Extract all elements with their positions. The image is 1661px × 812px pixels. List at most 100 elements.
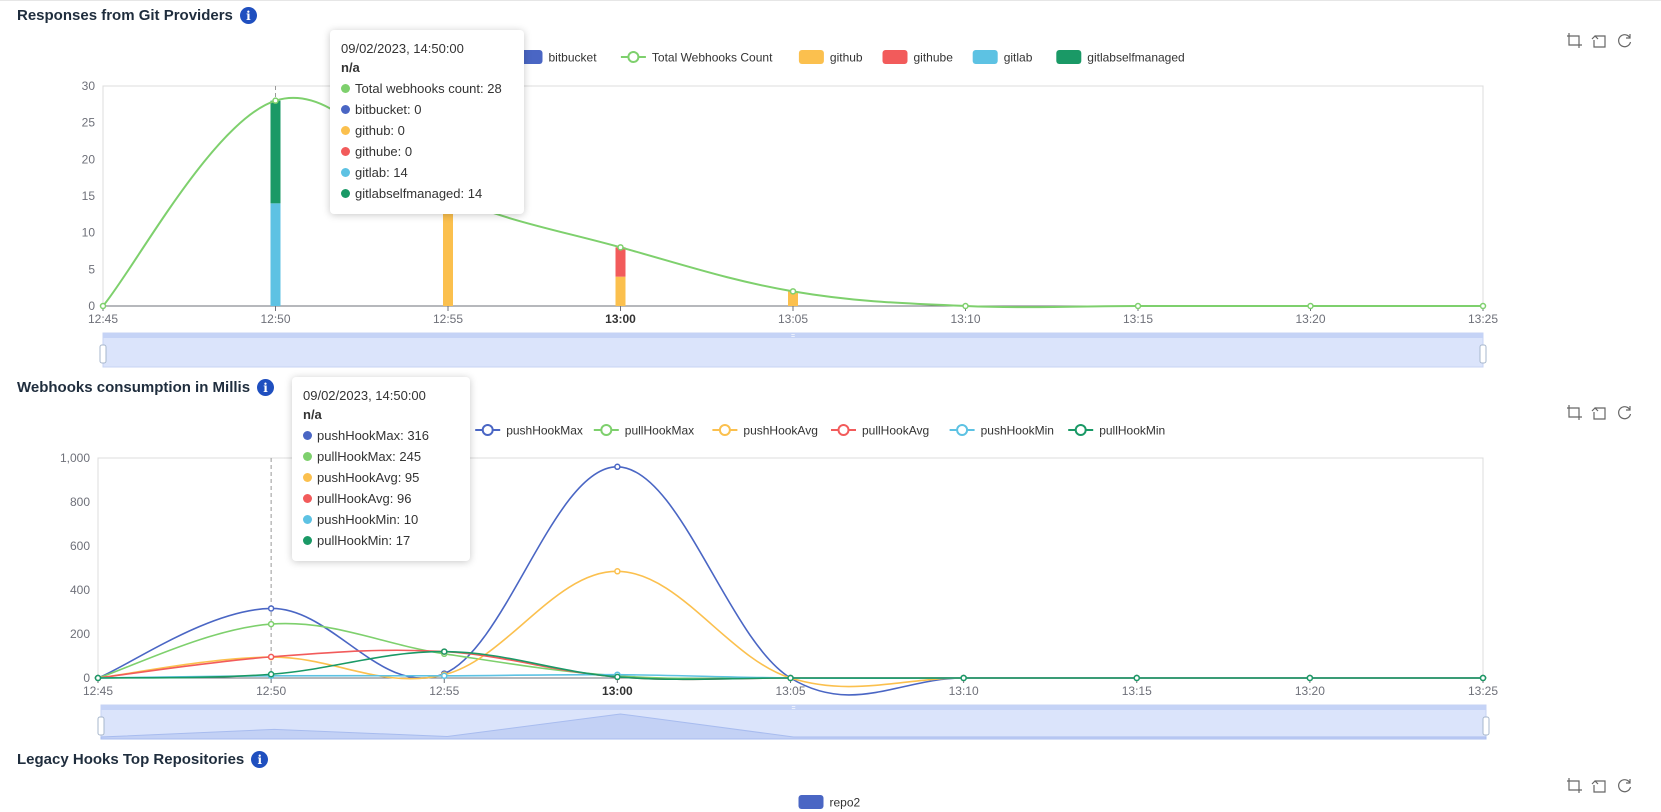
legend-swatch xyxy=(798,795,824,809)
tooltip-dot xyxy=(303,473,312,482)
line-point xyxy=(1479,674,1487,682)
tooltip-dot xyxy=(303,536,312,545)
tooltip-row: gitlab: 14 xyxy=(341,162,513,183)
line-point xyxy=(267,620,275,628)
x-tick-label: 13:20 xyxy=(1295,684,1325,698)
x-tick-label: 12:45 xyxy=(83,684,113,698)
y-tick-label: 5 xyxy=(88,262,95,276)
bar-github xyxy=(615,276,626,306)
tooltip-row-text: pullHookMax: 245 xyxy=(317,449,422,464)
tooltip-row-text: github: 0 xyxy=(355,123,405,138)
line-point xyxy=(1306,674,1314,682)
info-icon[interactable]: i xyxy=(257,379,275,396)
y-tick-label: 400 xyxy=(70,583,90,597)
tooltip-dot xyxy=(341,84,350,93)
tooltip-dot xyxy=(341,126,350,135)
section-title-text: Legacy Hooks Top Repositories xyxy=(17,751,245,768)
tooltip-row: pushHookMax: 316 xyxy=(303,425,459,446)
chart-legacy-hooks: repo2 xyxy=(798,795,861,810)
tooltip-row: pushHookAvg: 95 xyxy=(303,467,459,488)
y-tick-label: 30 xyxy=(82,79,96,93)
restore-icon[interactable] xyxy=(1616,777,1633,794)
series-line-pushHookAvg xyxy=(97,570,1483,688)
legend-label: pushHookMin xyxy=(981,424,1054,438)
tooltip-rows: Total webhooks count: 28 bitbucket: 0 gith… xyxy=(341,78,513,204)
x-tick-label: 13:20 xyxy=(1295,312,1325,326)
y-tick-label: 800 xyxy=(70,495,90,509)
y-tick-label: 0 xyxy=(88,299,95,313)
legend-label: pushHookMax xyxy=(506,424,583,438)
line-point xyxy=(99,302,107,310)
legend-line-icon xyxy=(627,51,640,63)
bar-gitlab xyxy=(270,203,281,306)
legend-label: gitlabselfmanaged xyxy=(1087,51,1184,65)
line-point xyxy=(267,671,275,678)
legend-line-icon xyxy=(718,424,731,436)
zoom-icon[interactable] xyxy=(1566,32,1583,49)
legend-line-icon xyxy=(481,424,494,436)
x-tick-label: 13:10 xyxy=(950,312,980,326)
line-point xyxy=(617,244,624,251)
line-point xyxy=(1307,302,1314,310)
tooltip-row-text: Total webhooks count: 28 xyxy=(355,81,502,96)
tooltip-row-text: pushHookAvg: 95 xyxy=(317,470,420,485)
y-tick-label: 200 xyxy=(70,627,90,641)
tooltip-dot xyxy=(303,431,312,440)
y-tick-label: 25 xyxy=(82,116,96,130)
restore-icon[interactable] xyxy=(1616,404,1633,421)
line-point xyxy=(267,605,275,612)
tooltip-row: bitbucket: 0 xyxy=(341,99,513,120)
zoom-reset-icon[interactable] xyxy=(1591,32,1608,49)
section-title-git-providers: Responses from Git Providers i xyxy=(17,7,257,24)
legend-label: pullHookMax xyxy=(625,424,694,438)
bar-github xyxy=(788,291,798,306)
tooltip-row-text: pushHookMin: 10 xyxy=(317,512,419,527)
y-tick-label: 0 xyxy=(83,671,90,685)
line-point xyxy=(960,674,967,682)
tooltip-row: github: 0 xyxy=(341,120,513,141)
x-tick-label: 12:55 xyxy=(433,312,463,326)
legend-label: gitlab xyxy=(1004,51,1033,65)
zoom-handle-left xyxy=(99,344,107,364)
info-icon[interactable]: i xyxy=(251,751,269,768)
restore-icon[interactable] xyxy=(1616,32,1633,49)
bar-gitlabselfmanaged xyxy=(270,100,281,204)
line-point xyxy=(614,568,621,575)
zoom-icon[interactable] xyxy=(1566,404,1583,421)
x-tick-label: 13:00 xyxy=(602,684,633,698)
x-tick-label: 13:25 xyxy=(1468,684,1498,698)
section-title-text: Webhooks consumption in Millis xyxy=(17,379,251,396)
line-point xyxy=(614,463,621,471)
legend-label: github xyxy=(830,51,863,65)
y-tick-label: 600 xyxy=(70,539,90,553)
tooltip-dot xyxy=(303,494,312,503)
legend-line-icon xyxy=(956,424,969,436)
tooltip-row-text: pushHookMax: 316 xyxy=(317,428,430,443)
x-tick-label: 13:25 xyxy=(1468,312,1498,326)
zoom-icon[interactable] xyxy=(1566,777,1583,794)
line-point xyxy=(789,288,797,295)
line-point xyxy=(441,672,448,680)
x-tick-label: 12:50 xyxy=(256,684,286,698)
y-tick-label: 10 xyxy=(82,226,96,240)
tooltip-row: Total webhooks count: 28 xyxy=(341,78,513,99)
bar-github xyxy=(443,196,453,306)
line-point xyxy=(1134,302,1142,310)
line-point xyxy=(614,673,621,681)
line-point xyxy=(962,302,969,310)
legend-line-icon xyxy=(1074,424,1087,436)
section-title-consumption: Webhooks consumption in Millis i xyxy=(17,379,275,396)
tooltip-row-text: gitlabselfmanaged: 14 xyxy=(355,186,483,201)
series-line-total-webhooks xyxy=(102,96,1483,309)
zoom-preview-area xyxy=(100,713,1487,740)
chart-consumption: pushHookMax pullHookMax pushHookAvg pullHoo… xyxy=(60,424,1498,740)
chart-toolbox-2 xyxy=(1566,404,1633,421)
tooltip-rows: pushHookMax: 316 pullHookMax: 245 pushHook… xyxy=(303,425,459,551)
tooltip-row: pullHookMin: 17 xyxy=(303,530,459,551)
zoom-reset-icon[interactable] xyxy=(1591,404,1608,421)
zoom-reset-icon[interactable] xyxy=(1591,777,1608,794)
line-point xyxy=(94,674,102,682)
tooltip-row-text: gitlab: 14 xyxy=(355,165,408,180)
info-icon[interactable]: i xyxy=(239,7,257,24)
section-title-text: Responses from Git Providers xyxy=(17,7,233,24)
